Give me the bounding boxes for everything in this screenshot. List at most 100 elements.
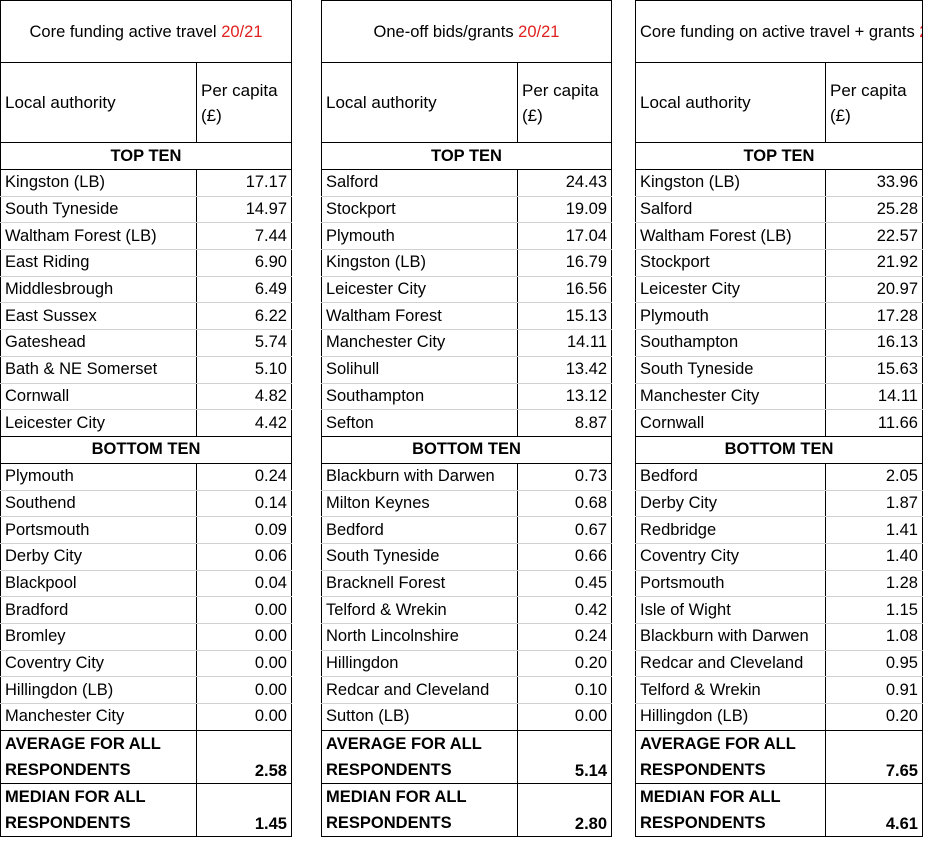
per-capita-value: 1.41 [825, 516, 923, 544]
authority-name: Cornwall [635, 409, 826, 437]
table-row: Derby City 1.87 [635, 489, 923, 518]
table-row: Kingston (LB) 16.79 [321, 249, 613, 277]
authority-name: Telford & Wrekin [321, 596, 518, 624]
table-row: Manchester City 14.11 [635, 382, 923, 411]
per-capita-value: 6.90 [196, 249, 292, 277]
per-capita-value: 25.28 [825, 195, 923, 224]
per-capita-value: 0.42 [516, 596, 613, 624]
per-capita-value: 0.14 [196, 489, 292, 518]
per-capita-value: 24.43 [516, 169, 613, 197]
table-row: Sefton 8.87 [321, 409, 613, 437]
authority-name: Plymouth [321, 222, 518, 251]
per-capita-value: 0.00 [196, 676, 292, 705]
authority-name: Portsmouth [635, 569, 826, 598]
per-capita-value: 16.56 [516, 275, 613, 304]
table-row: Redbridge 1.41 [635, 516, 923, 544]
table-row: Bedford 0.67 [321, 516, 613, 544]
per-capita-value: 0.00 [196, 649, 292, 678]
authority-name: Cornwall [0, 382, 197, 411]
table-row: Bath & NE Somerset 5.10 [0, 355, 292, 384]
section-bottom-ten: BOTTOM TEN [320, 435, 613, 464]
authority-name: Kingston (LB) [0, 169, 197, 197]
average-row: AVERAGE FOR ALL RESPONDENTS 5.14 [321, 729, 613, 784]
table-title-row: One-off bids/grants 20/21 [320, 0, 613, 63]
per-capita-value: 20.97 [825, 275, 923, 304]
authority-name: Bradford [0, 596, 197, 624]
per-capita-value: 0.20 [516, 649, 613, 678]
table-row: Cornwall 11.66 [635, 409, 923, 437]
median-label: MEDIAN FOR ALL RESPONDENTS [321, 782, 518, 837]
funding-table-1: Core funding active travel 20/21 Local au… [0, 0, 292, 837]
per-capita-value: 0.45 [516, 569, 613, 598]
authority-name: Bracknell Forest [321, 569, 518, 598]
authority-name: Telford & Wrekin [635, 676, 826, 705]
authority-name: Isle of Wight [635, 596, 826, 624]
per-capita-value: 14.97 [196, 195, 292, 224]
authority-name: Blackburn with Darwen [321, 462, 518, 491]
average-label: AVERAGE FOR ALL RESPONDENTS [635, 729, 826, 784]
per-capita-value: 1.08 [825, 623, 923, 651]
median-label: MEDIAN FOR ALL RESPONDENTS [635, 782, 826, 837]
average-row: AVERAGE FOR ALL RESPONDENTS 7.65 [635, 729, 923, 784]
median-row: MEDIAN FOR ALL RESPONDENTS 1.45 [0, 782, 292, 837]
per-capita-value: 0.00 [196, 703, 292, 731]
authority-name: Coventry City [0, 649, 197, 678]
average-value: 5.14 [516, 729, 613, 784]
table-title: Core funding active travel 20/21 [0, 0, 292, 63]
median-value: 1.45 [196, 782, 292, 837]
authority-name: Hillingdon (LB) [0, 676, 197, 705]
section-label: BOTTOM TEN [635, 435, 923, 464]
authority-name: Bedford [635, 462, 826, 491]
table-row: Bradford 0.00 [0, 596, 292, 624]
per-capita-value: 0.06 [196, 542, 292, 571]
median-value: 2.80 [516, 782, 613, 837]
table-row: Portsmouth 1.28 [635, 569, 923, 598]
table-row: Plymouth 0.24 [0, 462, 292, 491]
table-title-row: Core funding on active travel + grants 2… [635, 0, 923, 63]
per-capita-value: 0.00 [196, 596, 292, 624]
table-row: South Tyneside 0.66 [321, 542, 613, 571]
table-row: Waltham Forest (LB) 7.44 [0, 222, 292, 251]
table-row: Isle of Wight 1.15 [635, 596, 923, 624]
per-capita-value: 0.91 [825, 676, 923, 705]
authority-name: Stockport [635, 249, 826, 277]
table-row: Waltham Forest (LB) 22.57 [635, 222, 923, 251]
per-capita-value: 1.28 [825, 569, 923, 598]
section-top-ten: TOP TEN [320, 142, 613, 170]
authority-name: Stockport [321, 195, 518, 224]
per-capita-value: 15.63 [825, 355, 923, 384]
table-row: Leicester City 20.97 [635, 275, 923, 304]
table-row: Leicester City 4.42 [0, 409, 292, 437]
table-row: Hillingdon 0.20 [321, 649, 613, 678]
section-top-ten: TOP TEN [0, 142, 292, 170]
per-capita-value: 17.17 [196, 169, 292, 197]
authority-name: Salford [635, 195, 826, 224]
table-row: Blackpool 0.04 [0, 569, 292, 598]
median-row: MEDIAN FOR ALL RESPONDENTS 2.80 [321, 782, 613, 837]
header-local-authority: Local authority [321, 62, 518, 143]
table-row: Waltham Forest 15.13 [321, 302, 613, 331]
per-capita-value: 0.04 [196, 569, 292, 598]
section-bottom-ten: BOTTOM TEN [635, 435, 923, 464]
column-header-row: Local authority Per capita (£) [321, 62, 613, 143]
table-row: Coventry City 0.00 [0, 649, 292, 678]
authority-name: Sefton [321, 409, 518, 437]
table-row: Southampton 16.13 [635, 329, 923, 357]
per-capita-value: 6.22 [196, 302, 292, 331]
authority-name: Bath & NE Somerset [0, 355, 197, 384]
per-capita-value: 6.49 [196, 275, 292, 304]
per-capita-value: 17.28 [825, 302, 923, 331]
funding-table-2: One-off bids/grants 20/21 Local authority… [320, 0, 613, 837]
average-value: 7.65 [825, 729, 923, 784]
per-capita-value: 0.10 [516, 676, 613, 705]
per-capita-value: 21.92 [825, 249, 923, 277]
table-row: Kingston (LB) 33.96 [635, 169, 923, 197]
per-capita-value: 0.00 [196, 623, 292, 651]
authority-name: Southampton [635, 329, 826, 357]
authority-name: Southend [0, 489, 197, 518]
table-row: Leicester City 16.56 [321, 275, 613, 304]
authority-name: Leicester City [321, 275, 518, 304]
median-value: 4.61 [825, 782, 923, 837]
per-capita-value: 11.66 [825, 409, 923, 437]
table-row: Salford 25.28 [635, 195, 923, 224]
